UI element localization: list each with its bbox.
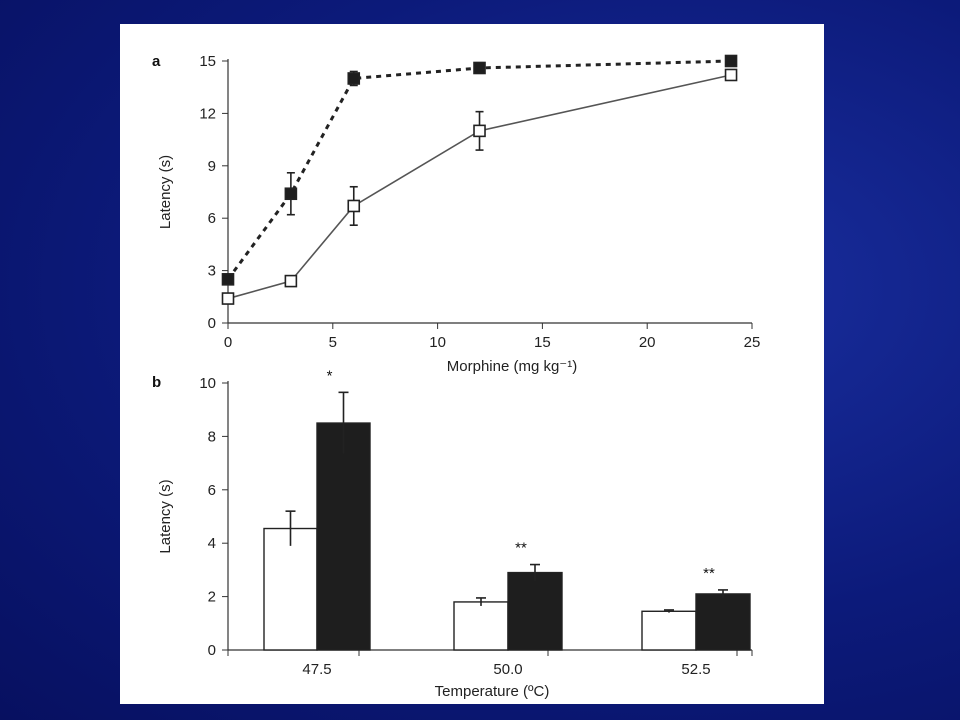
panel-b-significance-marker: ** [703, 565, 715, 582]
panel-a-y-tick-label: 15 [199, 53, 216, 70]
panel-a-y-axis-title: Latency (s) [157, 155, 174, 229]
panel-a-y-tick-label: 12 [199, 105, 216, 122]
panel-b-bar-47.5-1 [263, 527, 318, 651]
figure-panel: a 0 3 6 9 12 15 0 5 10 15 20 25 Morphine (mg kg⁻¹) Lat… [120, 24, 824, 704]
panel-b-x-tick-label: 52.5 [681, 661, 710, 678]
panel-b-y-tick-label: 10 [199, 375, 216, 392]
panel-b-bar-47.5-2 [316, 422, 371, 651]
panel-b-label: b [152, 374, 161, 391]
panel-b-x-tick-label: 50.0 [493, 661, 522, 678]
panel-a-series-1-point [347, 72, 361, 85]
panel-a-x-tick-label: 15 [534, 334, 551, 351]
panel-b-bar-52.5-1 [641, 610, 697, 651]
panel-b-x-tick-label: 47.5 [302, 661, 331, 678]
panel-a-series-1-point [724, 54, 738, 68]
panel-a-y-tick-label: 6 [208, 210, 216, 227]
panel-a-series-2-point [284, 274, 298, 288]
panel-b-y-tick-label: 4 [208, 535, 216, 552]
panel-b-y-tick-label: 6 [208, 482, 216, 499]
panel-b-significance-marker: * [327, 367, 333, 384]
panel-a-series-2-line [227, 74, 732, 300]
panel-a-series-1-line [226, 59, 732, 281]
panel-b-bar-52.5-2 [695, 593, 751, 651]
panel-a-x-tick-label: 5 [329, 334, 337, 351]
panel-b-y-tick-label: 0 [208, 642, 216, 659]
panel-b-bar-50.0-2 [507, 571, 563, 651]
panel-b-significance-marker: ** [515, 540, 527, 557]
panel-a-y-tick-label: 3 [208, 263, 216, 280]
panel-a-label: a [152, 53, 161, 70]
panel-b-x-axis-title: Temperature (ºC) [435, 683, 550, 700]
panel-a-series-2-point [221, 292, 235, 305]
panel-a-series-2-point [473, 124, 486, 138]
panel-a-series-2-point [347, 199, 361, 213]
panel-a-x-axis-title: Morphine (mg kg⁻¹) [447, 358, 577, 375]
panel-a-y-tick-label: 9 [208, 158, 216, 175]
panel-a-y-tick-label: 0 [208, 315, 216, 332]
panel-a-x-tick-label: 20 [639, 334, 656, 351]
panel-a-series-2-point [724, 68, 738, 82]
panel-a-series-1-point [284, 187, 298, 201]
panel-b-y-axis-title: Latency (s) [157, 479, 174, 553]
panel-a-x-tick-label: 10 [429, 334, 446, 351]
panel-a-series-1-point [473, 61, 486, 75]
panel-b-y-tick-label: 8 [208, 428, 216, 445]
panel-a-x-tick-label: 0 [224, 334, 232, 351]
panel-a-x-tick-label: 25 [744, 334, 761, 351]
panel-a-series-1-point [221, 273, 235, 286]
panel-b-y-tick-label: 2 [208, 589, 216, 606]
panel-b-bar-50.0-1 [453, 601, 509, 651]
